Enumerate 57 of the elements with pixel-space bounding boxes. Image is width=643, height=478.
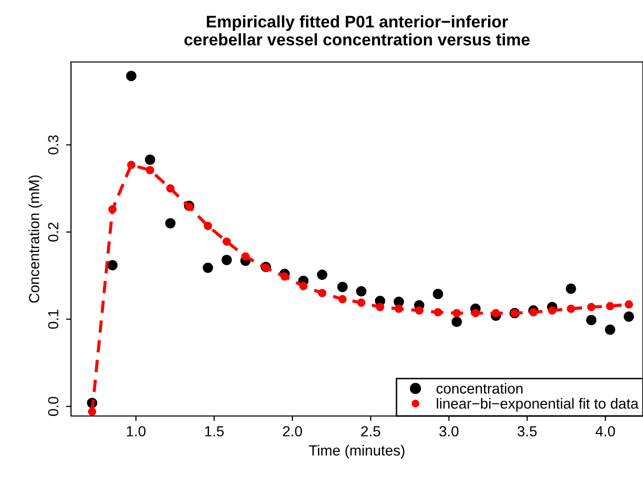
y-tick-label: 0.2 [48,222,58,242]
point [606,302,614,310]
point [452,316,462,328]
point [415,306,424,315]
point [566,284,576,294]
y-tick-label: 0.1 [48,310,58,329]
point [529,308,538,316]
x-tick-label: 1.5 [205,426,224,436]
point [107,260,118,270]
point [88,407,96,416]
point [471,308,480,318]
x-tick-label: 2.0 [283,426,302,436]
point [126,70,136,82]
y-tick-label: 0.3 [48,135,58,154]
point [144,154,156,165]
legend-label: concentration [436,382,522,394]
point [434,308,442,316]
x-tick-label: 3.5 [518,426,537,436]
x-axis-title: Time (minutes) [308,444,404,458]
x-tick-label: 1.0 [126,426,146,436]
point [222,237,231,246]
point [337,282,348,292]
point [108,205,117,214]
point [432,288,444,300]
point [202,262,214,273]
point [204,222,212,230]
point [241,252,250,261]
y-tick-label: 0.0 [48,396,58,416]
point [318,288,326,298]
point [492,308,500,318]
point [586,314,596,326]
point [624,300,634,309]
point [624,311,634,322]
point [587,302,596,312]
point [299,282,308,290]
point [280,272,289,281]
point [222,254,232,266]
point [566,304,576,313]
point [452,308,461,318]
chart-title: Empirically fitted P01 anterior−inferior cerebellar vessel concentration versus time [184,15,530,46]
point [166,184,175,193]
point [394,304,403,313]
point [146,166,154,174]
point [376,302,384,312]
point [548,306,556,315]
point [356,286,366,297]
point [316,270,328,280]
y-axis-title: Concentration (mM) [28,175,42,303]
point [338,294,347,304]
x-tick-label: 2.5 [361,426,380,436]
legend-label: linear−bi−exponential fit to data [436,398,639,412]
point [165,218,176,228]
x-tick-label: 3.0 [439,426,458,436]
point [604,324,616,335]
point [357,298,366,307]
x-tick-label: 4.0 [596,426,615,436]
point [127,160,136,170]
